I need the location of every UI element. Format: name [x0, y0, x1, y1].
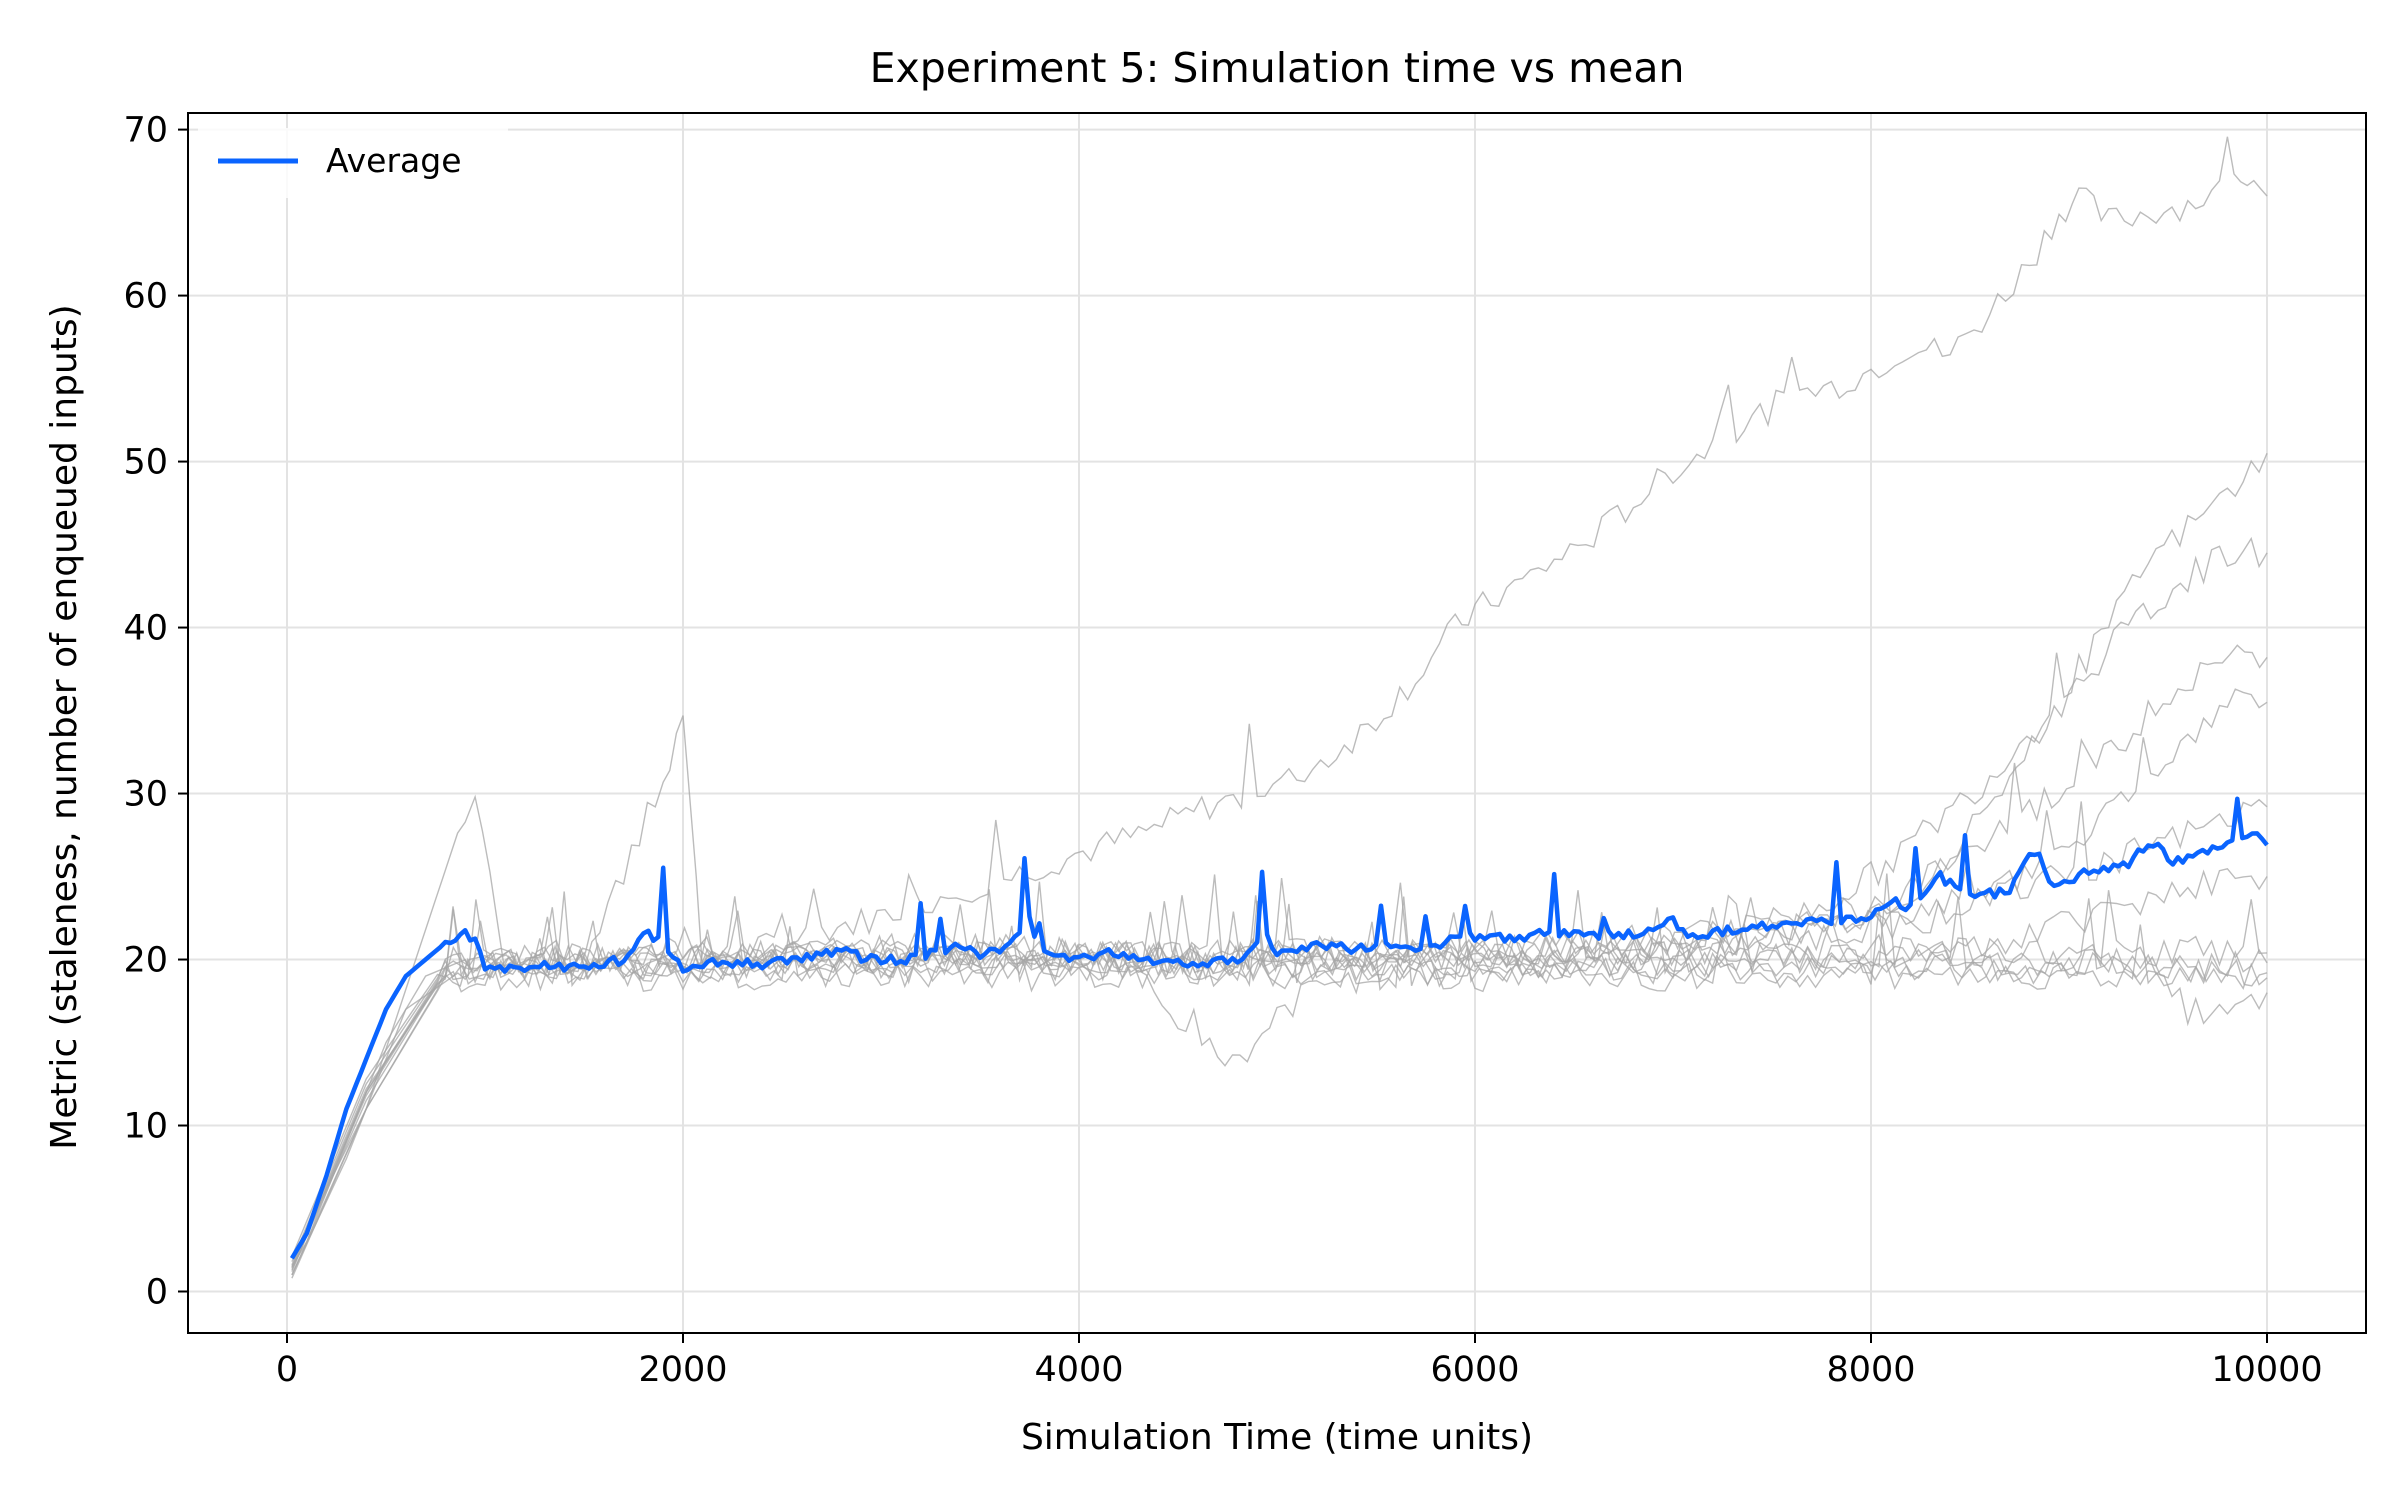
run-line — [291, 136, 2268, 1267]
plot-frame — [187, 112, 2367, 1334]
y-tick-label: 20 — [123, 941, 168, 981]
x-axis-ticks: 0 2000 4000 6000 8000 10000 — [276, 1333, 2323, 1390]
y-tick-label: 40 — [123, 609, 168, 649]
x-tick-label: 10000 — [2211, 1350, 2322, 1390]
run-line — [291, 644, 2268, 1272]
grid — [188, 113, 2366, 1333]
run-line — [291, 890, 2268, 1257]
legend-average-label: Average — [326, 141, 462, 180]
y-tick-label: 0 — [146, 1273, 168, 1313]
x-tick-label: 4000 — [1034, 1350, 1123, 1390]
y-axis-ticks: 0 10 20 30 40 50 60 70 — [123, 111, 188, 1313]
average-line — [289, 796, 2269, 1260]
y-tick-label: 50 — [123, 443, 168, 483]
y-tick-label: 60 — [123, 277, 168, 317]
y-axis-label: Metric (staleness, number of enqueued in… — [44, 304, 85, 1149]
chart-title: Experiment 5: Simulation time vs mean — [870, 44, 1685, 92]
y-tick-label: 10 — [123, 1107, 168, 1147]
run-line — [291, 453, 2268, 1267]
y-tick-label: 70 — [123, 111, 168, 151]
x-tick-label: 6000 — [1430, 1350, 1519, 1390]
x-tick-label: 8000 — [1826, 1350, 1915, 1390]
run-line — [291, 898, 2268, 1266]
run-line — [291, 881, 2268, 1269]
run-line — [291, 868, 2268, 1271]
x-tick-label: 0 — [276, 1350, 298, 1390]
run-line — [291, 873, 2268, 1276]
run-line — [291, 688, 2268, 1262]
x-tick-label: 2000 — [638, 1350, 727, 1390]
average-series — [289, 796, 2269, 1260]
x-axis-label: Simulation Time (time units) — [1021, 1417, 1533, 1458]
y-tick-label: 30 — [123, 775, 168, 815]
run-line — [291, 891, 2268, 1279]
individual-runs — [291, 136, 2268, 1279]
run-line — [291, 715, 2268, 1276]
legend: Average — [198, 128, 508, 198]
